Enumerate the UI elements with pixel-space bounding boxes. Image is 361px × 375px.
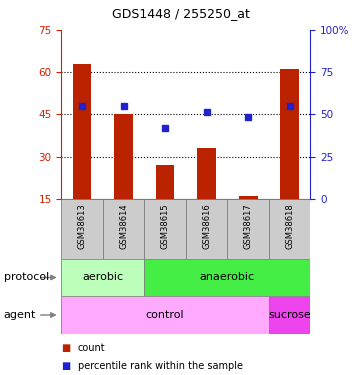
- Text: GSM38615: GSM38615: [161, 204, 170, 249]
- Bar: [61, 199, 103, 259]
- Text: GSM38616: GSM38616: [202, 204, 211, 249]
- Text: agent: agent: [4, 310, 36, 320]
- Text: GSM38618: GSM38618: [285, 204, 294, 249]
- Bar: [61, 296, 269, 334]
- Text: ■: ■: [61, 361, 71, 370]
- Bar: [61, 259, 144, 296]
- Text: sucrose: sucrose: [268, 310, 311, 320]
- Text: GSM38617: GSM38617: [244, 204, 253, 249]
- Bar: [239, 196, 257, 199]
- Bar: [186, 199, 227, 259]
- Text: ■: ■: [61, 343, 71, 352]
- Text: GSM38613: GSM38613: [78, 204, 87, 249]
- Text: GSM38614: GSM38614: [119, 204, 128, 249]
- Bar: [269, 296, 310, 334]
- Bar: [227, 199, 269, 259]
- Text: control: control: [146, 310, 184, 320]
- Bar: [103, 199, 144, 259]
- Bar: [73, 64, 91, 199]
- Text: anaerobic: anaerobic: [200, 273, 255, 282]
- Bar: [280, 69, 299, 199]
- Text: count: count: [78, 343, 105, 352]
- Bar: [144, 259, 310, 296]
- Bar: [269, 199, 310, 259]
- Bar: [144, 199, 186, 259]
- Bar: [156, 165, 174, 199]
- Text: protocol: protocol: [4, 273, 49, 282]
- Text: percentile rank within the sample: percentile rank within the sample: [78, 361, 243, 370]
- Text: GDS1448 / 255250_at: GDS1448 / 255250_at: [112, 7, 249, 20]
- Text: aerobic: aerobic: [82, 273, 123, 282]
- Bar: [197, 148, 216, 199]
- Bar: [114, 114, 133, 199]
